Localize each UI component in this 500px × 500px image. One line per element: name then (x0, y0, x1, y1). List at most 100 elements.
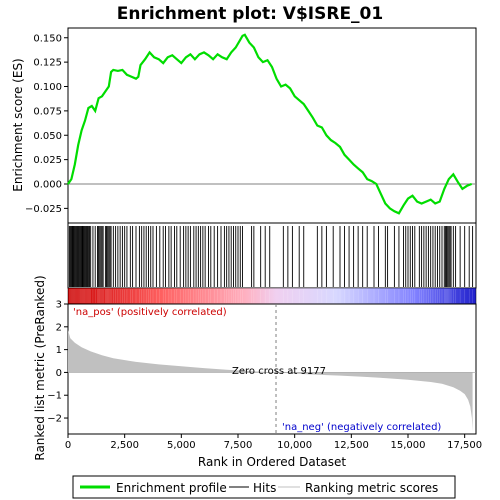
enrichment-point (87, 107, 89, 109)
metric-y-tick-label: 2 (56, 322, 62, 333)
enrichment-point (285, 83, 287, 86)
neg-annotation: 'na_neg' (negatively correlated) (282, 422, 441, 433)
enrichment-point (312, 117, 314, 119)
x-tick-label: 5,000 (167, 440, 196, 451)
x-tick-label: 10,000 (277, 440, 312, 451)
enrichment-point (443, 188, 445, 190)
legend-label-hits: Hits (253, 481, 276, 495)
enrichment-point (280, 85, 282, 88)
metric-y-tick-label: 3 (56, 300, 62, 311)
es-y-axis: −0.025 0.000 0.025 0.050 0.075 0.100 0.125 0.15… (25, 33, 68, 215)
enrichment-point (362, 171, 364, 173)
enrichment-point (416, 200, 418, 203)
enrichment-point (334, 142, 337, 144)
enrichment-point (398, 212, 400, 214)
enrichment-point (434, 202, 436, 205)
enrichment-profile-line (67, 33, 472, 215)
enrichment-point (421, 202, 423, 205)
metric-x-axis: 0 2,500 5,000 7,500 10,000 12,500 15,000 17,500 (65, 434, 482, 451)
enrichment-point (185, 56, 187, 58)
enrichment-point (98, 97, 100, 99)
enrichment-point (110, 71, 112, 73)
enrichment-point (180, 62, 182, 64)
metric-y-tick-label: 1 (56, 345, 62, 356)
es-y-tick-label: −0.025 (25, 204, 62, 215)
metric-y-tick-label: 0 (56, 368, 62, 379)
enrichment-point (257, 56, 259, 58)
enrichment-point (470, 183, 473, 185)
enrichment-point (144, 58, 146, 60)
enrichment-point (325, 134, 327, 136)
enrichment-point (253, 46, 255, 49)
enrichment-point (167, 56, 169, 58)
es-y-tick-label: 0.050 (33, 131, 62, 142)
x-tick-label: 12,500 (334, 440, 369, 451)
enrichment-point (67, 183, 69, 185)
enrichment-point (241, 35, 244, 37)
enrichment-point (139, 64, 142, 66)
x-axis-label: Rank in Ordered Dataset (198, 455, 346, 469)
x-tick-label: 17,500 (447, 440, 482, 451)
rank-color-stripes (69, 289, 473, 303)
metric-y-tick-label: −1 (47, 391, 62, 402)
enrichment-point (70, 178, 72, 180)
es-y-tick-label: 0.125 (33, 58, 62, 69)
enrichment-point (407, 198, 409, 200)
enrichment-point (203, 51, 205, 53)
enrichment-point (461, 188, 463, 190)
enrichment-point (176, 58, 178, 60)
es-y-tick-label: 0.150 (33, 33, 62, 44)
enrichment-point (158, 58, 160, 60)
enrichment-point (230, 51, 232, 53)
pos-annotation: 'na_pos' (positively correlated) (73, 307, 227, 318)
enrichment-point (194, 58, 196, 60)
enrichment-point (235, 46, 237, 49)
enrichment-point (289, 87, 291, 90)
enrichment-point (130, 76, 133, 78)
enrichment-point (384, 202, 386, 205)
enrichment-point (248, 42, 250, 44)
enrichment-point (101, 95, 103, 97)
enrichment-point (380, 193, 382, 195)
enrichment-point (275, 78, 278, 80)
enrichment-point (226, 58, 228, 60)
enrichment-point (112, 69, 114, 71)
enrichment-point (84, 120, 86, 122)
enrichment-point (294, 95, 296, 97)
enrichment-point (375, 183, 377, 185)
enrichment-point (316, 124, 318, 127)
enrichment-point (330, 139, 332, 141)
enrichment-point (457, 181, 459, 183)
enrichment-point (439, 200, 441, 203)
enrichment-point (321, 126, 323, 129)
enrichment-point (189, 53, 191, 55)
enrichment-point (135, 78, 137, 80)
enrichment-point (91, 105, 93, 107)
enrichment-point (121, 69, 123, 71)
chart-title: Enrichment plot: V$ISRE_01 (117, 4, 383, 24)
es-y-tick-label: 0.025 (33, 155, 62, 166)
enrichment-point (207, 54, 210, 56)
enrichment-point (266, 59, 269, 61)
enrichment-point (81, 129, 83, 131)
enrichment-point (393, 210, 395, 212)
es-y-tick-label: 0.075 (33, 106, 62, 117)
enrichment-point (117, 70, 119, 72)
enrichment-point (307, 110, 309, 112)
metric-y-axis: −2 −1 0 1 2 3 (47, 300, 68, 425)
enrichment-point (298, 99, 300, 101)
enrichment-point (217, 53, 219, 55)
enrichment-point (262, 61, 264, 63)
enrichment-point (402, 204, 405, 207)
enrichment-point (162, 62, 164, 64)
enrichment-point (171, 54, 173, 56)
enrichment-point (221, 56, 223, 58)
enrichment-point (77, 144, 79, 146)
enrichment-point (357, 167, 359, 169)
x-tick-label: 2,500 (110, 440, 139, 451)
es-panel-frame (67, 27, 477, 224)
enrichment-point (149, 51, 151, 53)
enrichment-point (271, 66, 273, 68)
es-series (67, 33, 473, 215)
